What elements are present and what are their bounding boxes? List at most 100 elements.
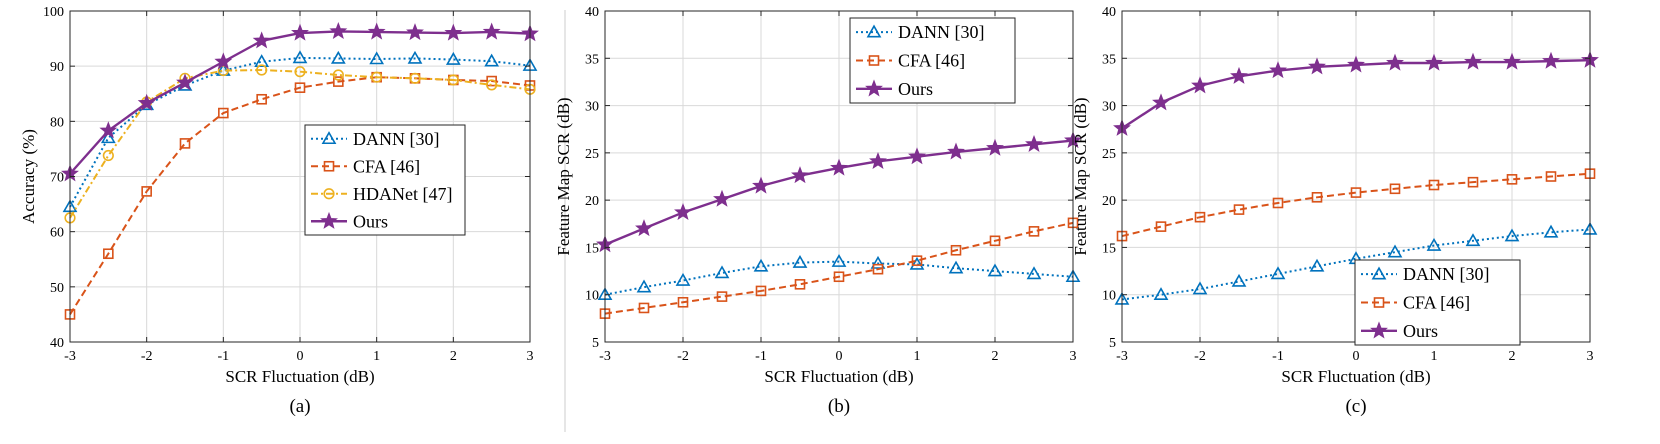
x-tick-label: 3 xyxy=(1070,349,1077,364)
data-point xyxy=(911,255,923,266)
series-line xyxy=(69,56,531,208)
data-point xyxy=(1230,66,1248,84)
data-point xyxy=(294,66,306,78)
data-point xyxy=(406,23,424,41)
data-point xyxy=(291,23,309,41)
y-tick-label: 90 xyxy=(50,60,64,75)
legend-label: DANN [30] xyxy=(1403,264,1489,284)
x-tick-label: 1 xyxy=(914,349,921,364)
axis-ticks: -3 -2 -1 0 1 2 3 40 50 60 70 80 90 100 xyxy=(43,5,534,364)
data-point xyxy=(755,285,767,297)
y-tick-label: 60 xyxy=(50,226,64,241)
x-axis-label: SCR Fluctuation (dB) xyxy=(225,367,374,386)
data-point xyxy=(947,142,965,160)
data-point xyxy=(1545,171,1557,182)
series-line xyxy=(604,260,1074,296)
data-point xyxy=(100,130,116,144)
data-point xyxy=(176,73,194,91)
data-point xyxy=(321,131,337,145)
data-point xyxy=(218,107,229,119)
data-point xyxy=(1373,297,1385,308)
y-tick-label: 35 xyxy=(585,52,599,67)
data-point xyxy=(1233,204,1245,215)
y-tick-label: 30 xyxy=(1102,100,1116,115)
y-tick-label: 50 xyxy=(50,281,64,296)
data-point xyxy=(1269,61,1287,79)
x-tick-label: 2 xyxy=(1509,349,1516,364)
data-point xyxy=(486,79,498,91)
data-point xyxy=(1371,266,1387,280)
y-tick-label: 35 xyxy=(1102,52,1116,67)
legend-label: CFA [46] xyxy=(353,156,420,176)
y-tick-label: 100 xyxy=(43,5,64,20)
data-point xyxy=(323,188,335,200)
data-point xyxy=(830,158,848,176)
data-point xyxy=(908,147,926,165)
data-point xyxy=(332,69,344,81)
legend-label: Ours xyxy=(898,79,933,99)
panel-caption: (c) xyxy=(1345,396,1366,417)
data-point xyxy=(294,82,306,93)
legend-label: DANN [30] xyxy=(898,22,984,42)
panel-caption: (a) xyxy=(289,396,310,417)
y-axis-label: Feature Map SCR (dB) xyxy=(554,97,573,255)
y-tick-label: 30 xyxy=(585,100,599,115)
data-point xyxy=(1153,287,1169,301)
legend: DANN [30] CFA [46] HDANet [47] Ours xyxy=(304,124,466,236)
x-tick-label: -1 xyxy=(755,349,767,364)
y-tick-label: 5 xyxy=(592,336,599,351)
data-point xyxy=(1426,237,1442,251)
data-point xyxy=(486,75,497,87)
data-point xyxy=(102,149,114,162)
data-point xyxy=(409,72,421,84)
data-point xyxy=(866,24,882,38)
data-point xyxy=(1386,53,1404,71)
y-tick-label: 20 xyxy=(1102,194,1116,209)
data-point xyxy=(369,51,385,65)
x-tick-label: 1 xyxy=(373,349,380,364)
x-tick-label: -3 xyxy=(1116,349,1128,364)
data-point xyxy=(1464,52,1482,70)
data-point xyxy=(256,64,268,76)
data-point xyxy=(865,79,883,97)
x-tick-label: 0 xyxy=(1353,349,1360,364)
y-tick-label: 15 xyxy=(585,241,599,256)
series-line xyxy=(604,221,1074,315)
x-tick-label: -2 xyxy=(1194,349,1206,364)
data-point xyxy=(333,76,344,87)
data-point xyxy=(714,265,730,279)
x-tick-label: -2 xyxy=(677,349,689,364)
data-point xyxy=(1025,134,1043,152)
chart-panel-a: -3 -2 -1 0 1 2 3 40 50 60 70 80 90 100 SCR Fluctuatio… xyxy=(19,5,539,417)
data-point xyxy=(99,121,118,139)
data-point xyxy=(1465,233,1481,247)
legend-label: CFA [46] xyxy=(1403,293,1470,313)
data-point xyxy=(1425,53,1443,71)
y-tick-label: 40 xyxy=(585,5,599,20)
data-point xyxy=(254,54,270,68)
data-point xyxy=(831,254,847,267)
x-tick-label: -3 xyxy=(599,349,611,364)
x-tick-label: -2 xyxy=(141,349,153,364)
data-point xyxy=(909,256,925,270)
data-point xyxy=(484,53,500,67)
panel-caption: (b) xyxy=(828,396,850,417)
x-axis-label: SCR Fluctuation (dB) xyxy=(1281,367,1430,386)
data-point xyxy=(1309,258,1325,272)
data-point xyxy=(1506,174,1518,185)
data-point xyxy=(482,22,501,40)
y-tick-label: 25 xyxy=(585,147,599,162)
data-point xyxy=(256,93,267,105)
data-point xyxy=(323,160,335,172)
data-point xyxy=(675,272,691,286)
x-tick-label: 2 xyxy=(450,349,457,364)
data-point xyxy=(444,23,463,41)
series-group xyxy=(61,22,539,320)
y-tick-label: 15 xyxy=(1102,241,1116,256)
data-point xyxy=(833,271,845,283)
legend: DANN [30] CFA [46] Ours xyxy=(849,17,1016,104)
data-point xyxy=(870,255,886,269)
